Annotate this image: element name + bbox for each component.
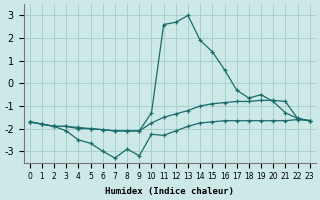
X-axis label: Humidex (Indice chaleur): Humidex (Indice chaleur) bbox=[105, 187, 234, 196]
